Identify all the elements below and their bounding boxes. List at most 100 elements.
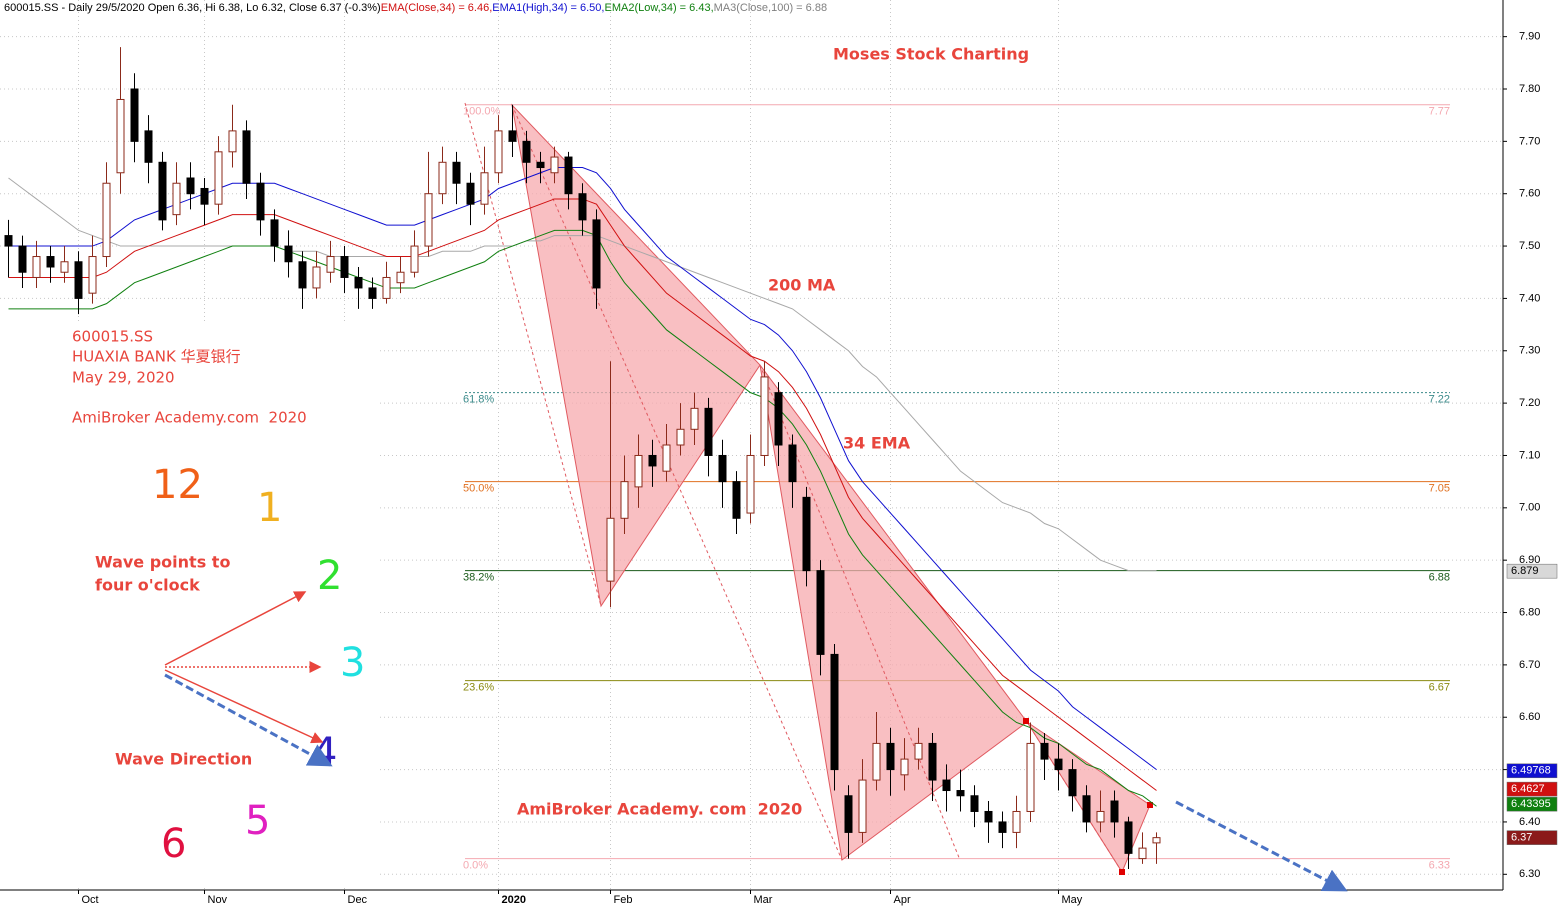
clock-number: 12 xyxy=(152,462,203,508)
price-tag-box xyxy=(1506,781,1558,797)
fib-price-label: 6.88 xyxy=(1429,572,1450,584)
candle-body xyxy=(32,256,41,278)
candle-body xyxy=(130,88,139,142)
fib-price-label: 7.22 xyxy=(1429,394,1450,406)
arrow xyxy=(164,591,307,666)
candle-body xyxy=(1110,800,1119,823)
annotation: AmiBroker Academy. com 2020 xyxy=(517,800,802,819)
header-part: EMA2(Low,34) = 6.43, xyxy=(604,2,713,14)
annotation: four o'clock xyxy=(95,576,200,595)
arrow xyxy=(164,669,324,744)
candle-body xyxy=(494,130,503,174)
price-tag: 6.4627 xyxy=(1506,781,1558,797)
clock-number: 1 xyxy=(257,485,282,531)
candle-body xyxy=(522,140,531,163)
y-tick-label: 7.20 xyxy=(1519,397,1540,409)
candle-body xyxy=(998,821,1007,833)
fib-price-label: 6.33 xyxy=(1429,859,1450,871)
annotation: Moses Stock Charting xyxy=(833,45,1029,64)
candle-body xyxy=(606,517,615,582)
candle-body xyxy=(1138,847,1147,860)
candle-body xyxy=(1152,837,1161,844)
y-tick-label: 6.40 xyxy=(1519,816,1540,828)
y-tick-label: 7.70 xyxy=(1519,135,1540,147)
annotation: 34 EMA xyxy=(843,434,911,453)
candle-body xyxy=(788,444,797,483)
price-tag-box xyxy=(1506,563,1558,579)
candle-body xyxy=(18,245,27,273)
candle-body xyxy=(340,256,349,278)
candle-body xyxy=(1054,758,1063,771)
candle-body xyxy=(648,454,657,467)
arrow xyxy=(164,673,333,767)
price-tag-label: 6.4627 xyxy=(1511,783,1545,795)
candle-body xyxy=(564,156,573,195)
candle-body xyxy=(774,392,783,446)
candle-body xyxy=(438,161,447,195)
fib-price-label: 7.77 xyxy=(1429,106,1450,118)
pattern-line xyxy=(759,364,961,861)
price-tag: 6.43395 xyxy=(1506,796,1558,812)
candle-body xyxy=(46,256,55,268)
fib-ratio-label: 23.6% xyxy=(463,681,494,693)
header-part: EMA1(High,34) = 6.50, xyxy=(492,2,604,14)
header-part: EMA(Close,34) = 6.46, xyxy=(381,2,493,14)
candle-body xyxy=(368,287,377,299)
price-tag-label: 6.49768 xyxy=(1511,765,1551,777)
annotation: May 29, 2020 xyxy=(72,369,175,387)
price-tag-label: 6.879 xyxy=(1511,565,1539,577)
pattern-line xyxy=(511,104,843,861)
candle-body xyxy=(270,219,279,247)
header: 600015.SS - Daily 29/5/2020 Open 6.36, H… xyxy=(4,2,827,14)
fib-ratio-label: 61.8% xyxy=(463,394,494,406)
candle-body xyxy=(158,161,167,221)
candle-body xyxy=(284,245,293,263)
x-tick-label: 2020 xyxy=(502,894,526,906)
candle-body xyxy=(900,758,909,776)
candle-body xyxy=(410,245,419,273)
candle-body xyxy=(186,177,195,195)
candle-body xyxy=(326,256,335,273)
price-tag-label: 6.43395 xyxy=(1511,798,1551,810)
pivot-marker xyxy=(1023,718,1029,724)
candle-body xyxy=(690,407,699,430)
candle-body xyxy=(844,795,853,833)
candle-body xyxy=(718,454,727,483)
y-tick-label: 6.70 xyxy=(1519,659,1540,671)
candle-body xyxy=(970,795,979,812)
candle-body xyxy=(508,130,517,142)
clock-number: 2 xyxy=(317,553,342,599)
candle-body xyxy=(424,193,433,247)
candle-body xyxy=(732,481,741,519)
candle-body xyxy=(676,428,685,446)
candle-body xyxy=(88,256,97,294)
fib-price-label: 7.05 xyxy=(1429,483,1450,495)
pivot-marker xyxy=(1147,802,1153,808)
candle-body xyxy=(382,276,391,299)
candles xyxy=(4,47,1161,870)
candle-body xyxy=(858,779,867,833)
x-tick-label: Mar xyxy=(754,894,773,906)
indicator-line xyxy=(8,167,1157,770)
candle-body xyxy=(984,810,993,823)
candle-body xyxy=(760,376,769,456)
price-tag: 6.49768 xyxy=(1506,763,1558,779)
clock-number: 4 xyxy=(312,730,337,776)
candle-body xyxy=(634,454,643,488)
price-tag-box xyxy=(1506,830,1558,845)
candle-body xyxy=(1096,810,1105,823)
candle-body xyxy=(830,653,839,771)
y-tick-label: 7.40 xyxy=(1519,292,1540,304)
annotation: 200 MA xyxy=(768,276,836,295)
candle-body xyxy=(816,570,825,655)
y-tick-label: 6.80 xyxy=(1519,606,1540,618)
candle-body xyxy=(592,219,601,289)
candle-body xyxy=(102,182,111,258)
candle-body xyxy=(1082,795,1091,823)
price-tag-box xyxy=(1506,763,1558,779)
price-tag: 6.879 xyxy=(1506,563,1558,579)
fib-ratio-label: 0.0% xyxy=(463,859,488,871)
candle-body xyxy=(256,182,265,221)
annotation: AmiBroker Academy.com 2020 xyxy=(72,409,307,427)
